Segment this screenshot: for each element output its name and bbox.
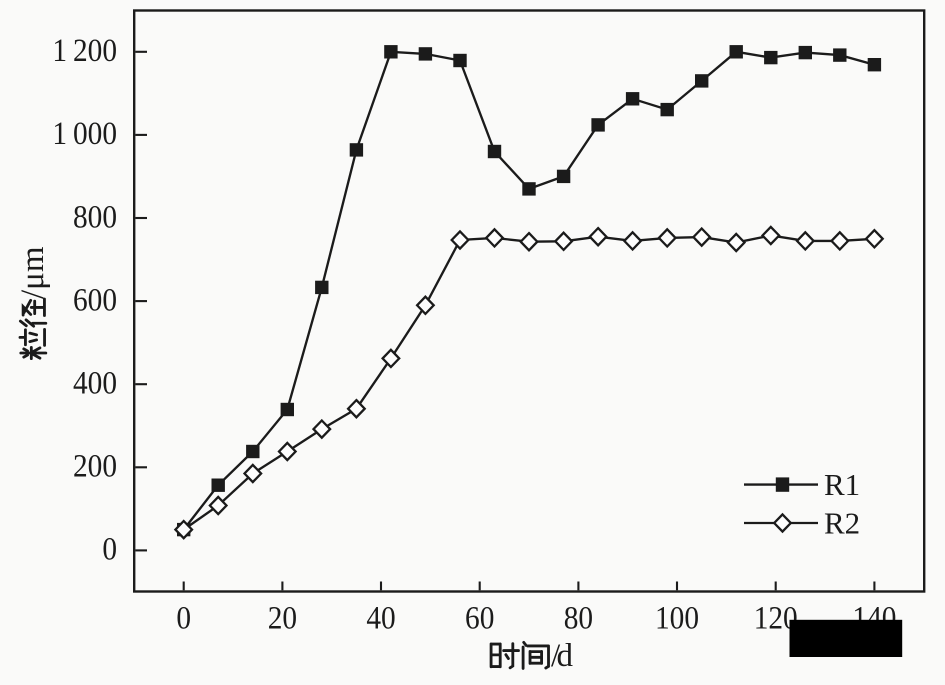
svg-text:R2: R2: [824, 506, 860, 541]
svg-text:0: 0: [102, 530, 117, 567]
svg-text:/d: /d: [551, 638, 574, 674]
svg-text:400: 400: [73, 364, 117, 401]
svg-text:0: 0: [176, 599, 191, 636]
svg-text:R1: R1: [824, 467, 860, 502]
svg-text:600: 600: [73, 281, 117, 318]
svg-text:1 000: 1 000: [52, 115, 117, 152]
svg-text:200: 200: [73, 447, 117, 484]
svg-text:1 200: 1 200: [52, 32, 117, 69]
svg-text:20: 20: [268, 599, 297, 636]
svg-text:60: 60: [465, 599, 494, 636]
svg-text:/μm: /μm: [15, 246, 51, 299]
svg-text:80: 80: [564, 599, 593, 636]
svg-text:40: 40: [366, 599, 395, 636]
svg-text:800: 800: [73, 198, 117, 235]
svg-text:100: 100: [655, 599, 699, 636]
